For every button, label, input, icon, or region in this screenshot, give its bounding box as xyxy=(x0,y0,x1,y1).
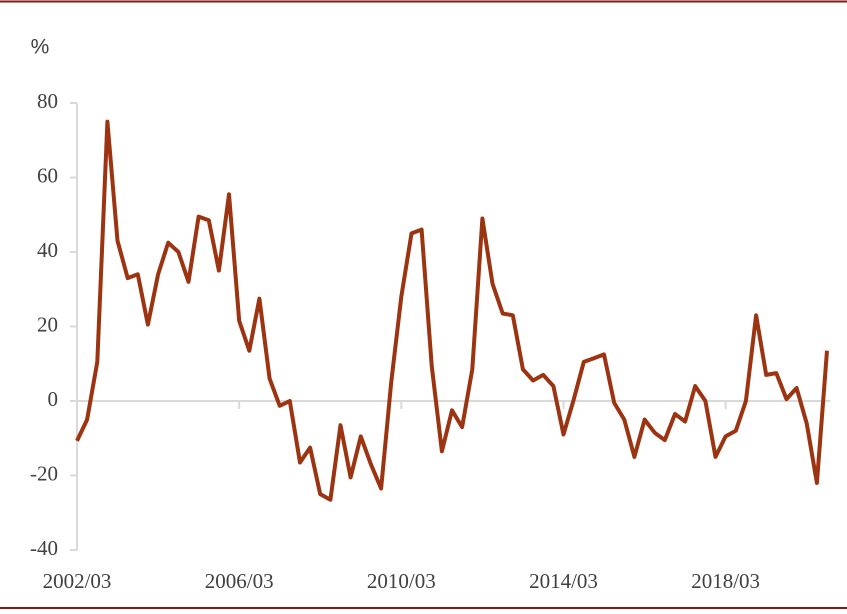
y-tick-label: 60 xyxy=(37,163,58,187)
x-tick-label: 2014/03 xyxy=(529,569,598,593)
y-tick-label: 20 xyxy=(37,312,58,336)
y-tick-label: -20 xyxy=(30,461,58,485)
y-tick-label: 40 xyxy=(37,238,58,262)
y-tick-label: 80 xyxy=(37,89,58,113)
y-tick-label: 0 xyxy=(48,387,59,411)
x-tick-label: 2018/03 xyxy=(691,569,760,593)
y-tick-label: -40 xyxy=(30,536,58,560)
x-tick-label: 2002/03 xyxy=(43,569,112,593)
y-axis-label: % xyxy=(31,36,50,59)
x-tick-label: 2010/03 xyxy=(367,569,436,593)
data-line xyxy=(75,119,829,502)
x-tick-label: 2006/03 xyxy=(205,569,274,593)
